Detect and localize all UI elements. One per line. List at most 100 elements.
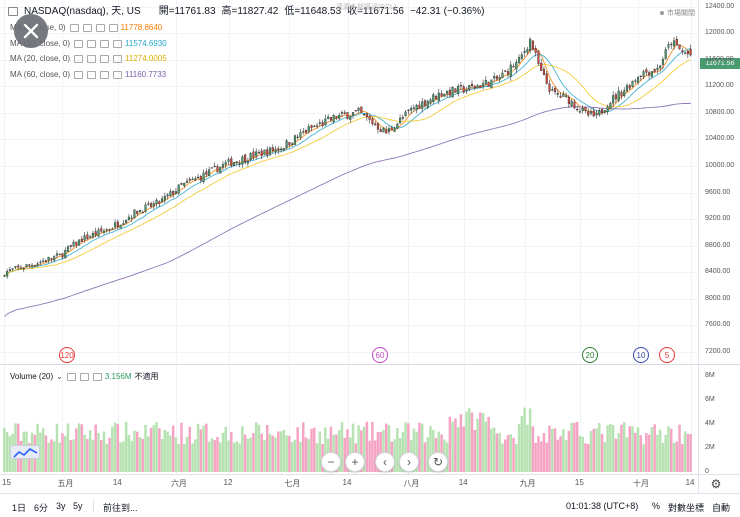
range-1d-button[interactable]: 1日 (12, 503, 27, 513)
candle-body (246, 160, 249, 164)
candle-body (421, 101, 424, 109)
volume-bar (360, 430, 363, 472)
volume-bar (420, 423, 424, 472)
volume-bar (285, 435, 288, 472)
candle-body (58, 253, 61, 255)
candle-body (562, 93, 565, 97)
close-small-icon[interactable] (95, 24, 105, 32)
chart-header: NASDAQ(nasdaq), 天, US 開=11761.83 高=11827… (8, 7, 484, 17)
range-3y-button[interactable]: 3y (56, 501, 66, 511)
candle-body (518, 57, 521, 64)
candle-body (553, 88, 557, 93)
symbol-title[interactable]: NASDAQ(nasdaq), 天, US (24, 6, 141, 17)
candle-body (636, 77, 640, 83)
volume-bar (468, 408, 471, 472)
volume-bar (252, 433, 255, 472)
more-icon[interactable] (108, 24, 118, 32)
candle-body (672, 40, 676, 47)
candle-body (426, 100, 429, 108)
candle-body (296, 136, 299, 138)
candle-body (603, 110, 606, 113)
range-5y-button[interactable]: 5y (73, 501, 83, 511)
auto-scale-button[interactable]: 自動 (712, 503, 731, 513)
volume-bar (606, 425, 609, 472)
log-scale-button[interactable]: 對數坐標 (668, 503, 705, 513)
more-icon[interactable] (113, 71, 123, 79)
candle-body (111, 228, 114, 230)
tradingview-logo[interactable] (10, 445, 40, 459)
more-icon[interactable] (113, 40, 123, 48)
period-mark-120[interactable]: 120 (59, 347, 75, 363)
close-button[interactable] (14, 14, 48, 48)
chart-settings-button[interactable]: ⚙ (709, 477, 723, 491)
goto-date-button[interactable]: 前往到... (103, 503, 138, 513)
eye-icon[interactable] (69, 24, 79, 32)
volume-legend[interactable]: Volume (20) ⌄ 3.156M 不適用 (10, 373, 159, 381)
volume-bar (650, 426, 654, 472)
eye-icon[interactable] (74, 40, 84, 48)
candle-body (55, 253, 59, 256)
time-tick-label: 14 (342, 478, 352, 487)
volume-bar (313, 427, 316, 472)
volume-bar (105, 443, 109, 472)
period-mark-20[interactable]: 20 (582, 347, 598, 363)
market-status: 市場關閉 (660, 8, 695, 18)
candle-body (620, 91, 623, 97)
candle-body (443, 94, 446, 97)
volume-bar (80, 424, 84, 472)
candle-body (648, 72, 651, 76)
volume-bar (598, 422, 601, 472)
range-6m-button[interactable]: 6分 (34, 503, 49, 513)
chevron-down-icon[interactable]: ⌄ (56, 372, 63, 381)
price-tick-label: 7200.00 (705, 348, 731, 356)
reset-chart-button[interactable]: ↻ (428, 452, 448, 472)
volume-bar (625, 437, 629, 472)
close-small-icon[interactable] (100, 55, 110, 63)
candle-body (122, 223, 125, 225)
volume-bar (64, 435, 67, 472)
candle-body (349, 116, 352, 120)
symbol-icon[interactable] (8, 7, 18, 16)
legend-ma60[interactable]: MA (60, close, 0) 11160.7733 (10, 71, 166, 79)
settings-icon[interactable] (79, 373, 89, 381)
scroll-right-button[interactable]: › (399, 452, 419, 472)
close-small-icon[interactable] (92, 373, 102, 381)
settings-icon[interactable] (87, 40, 97, 48)
zoom-in-button[interactable]: + (345, 452, 365, 472)
volume-bar (152, 425, 156, 472)
eye-icon[interactable] (66, 373, 76, 381)
candle-body (208, 169, 211, 176)
candle-body (584, 107, 587, 112)
eye-icon[interactable] (74, 55, 84, 63)
candle-body (64, 250, 67, 259)
candle-body (61, 253, 64, 258)
candle-body (587, 111, 590, 116)
candle-body (191, 178, 194, 181)
volume-bar (647, 434, 651, 472)
candle-body (89, 236, 92, 238)
period-mark-10[interactable]: 10 (633, 347, 649, 363)
settings-icon[interactable] (87, 55, 97, 63)
more-icon[interactable] (113, 55, 123, 63)
candle-body (125, 220, 128, 224)
close-small-icon[interactable] (100, 40, 110, 48)
candle-body (457, 85, 460, 94)
period-mark-5[interactable]: 5 (659, 347, 675, 363)
volume-bar (556, 439, 560, 472)
scroll-left-button[interactable]: ‹ (375, 452, 395, 472)
percent-scale-button[interactable]: % (652, 501, 661, 511)
volume-bar (91, 439, 95, 472)
volume-bar (631, 426, 634, 472)
settings-icon[interactable] (87, 71, 97, 79)
legend-ma20[interactable]: MA (20, close, 0) 11274.0005 (10, 55, 167, 63)
volume-bar (329, 426, 333, 472)
clock-display[interactable]: 01:01:38 (UTC+8) (566, 501, 639, 511)
volume-bar (526, 424, 529, 472)
candle-body (313, 125, 316, 128)
eye-icon[interactable] (74, 71, 84, 79)
settings-icon[interactable] (82, 24, 92, 32)
close-small-icon[interactable] (100, 71, 110, 79)
period-mark-60[interactable]: 60 (372, 347, 388, 363)
zoom-out-button[interactable]: − (321, 452, 341, 472)
